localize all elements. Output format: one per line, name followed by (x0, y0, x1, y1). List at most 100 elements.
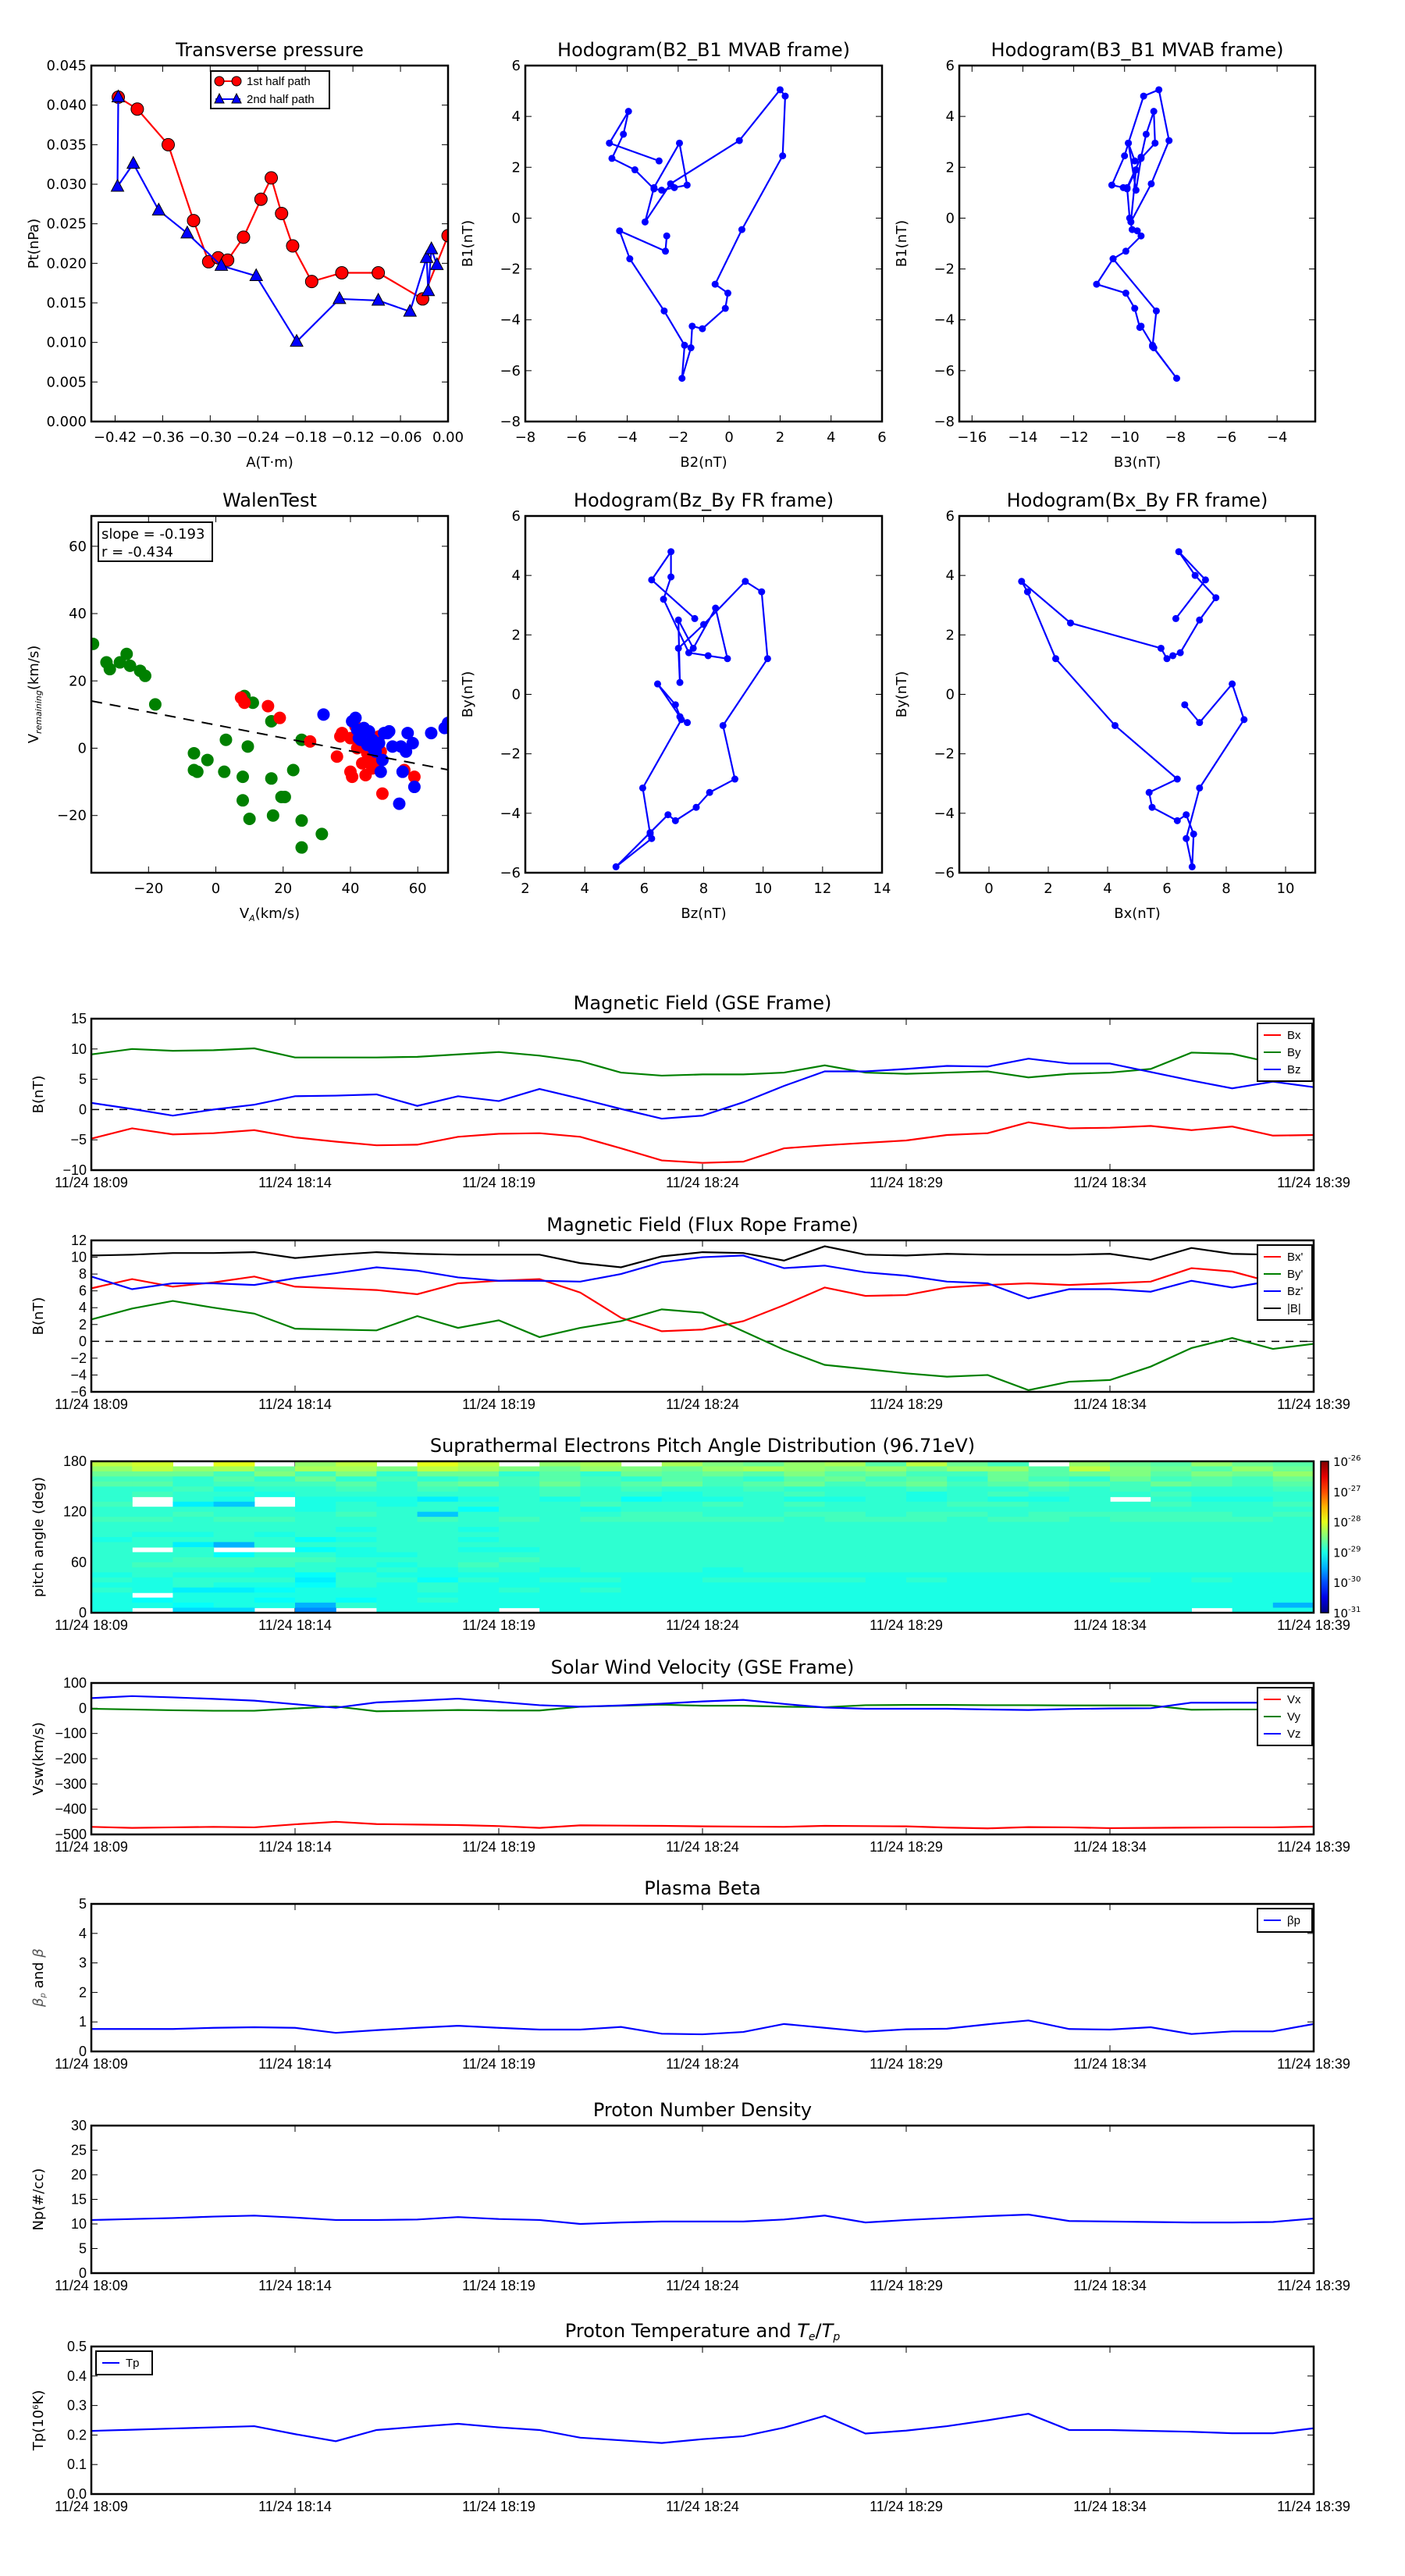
y-tick-label: 0 (79, 2265, 87, 2281)
heatmap-cell (254, 1557, 296, 1563)
heatmap-cell (947, 1587, 988, 1593)
heatmap-cell (784, 1567, 826, 1573)
heatmap-cell (254, 1532, 296, 1538)
legend-marker (214, 76, 225, 87)
heatmap-cell (91, 1507, 133, 1513)
heatmap-cell (580, 1491, 622, 1497)
heatmap-cell (1272, 1496, 1314, 1503)
heatmap-cell (1028, 1567, 1070, 1573)
data-point (616, 227, 624, 235)
heatmap-cell (173, 1491, 215, 1497)
heatmap-cell (457, 1562, 500, 1568)
heatmap-cell (865, 1471, 907, 1477)
scatter-point-blue (396, 765, 409, 778)
heatmap-cell (376, 1521, 418, 1528)
y-tick-label: 2 (512, 159, 521, 176)
y-tick-label: 4 (79, 1300, 87, 1315)
axes-b_gse: Magnetic Field (GSE Frame) −10 −5 0 5 10 15 11/… (30, 992, 1350, 1190)
heatmap-cell (947, 1607, 988, 1614)
heatmap-cell (1191, 1527, 1233, 1533)
heatmap-cell (132, 1532, 173, 1538)
x-tick-label: 11/24 18:29 (870, 2499, 943, 2514)
heatmap-cell (865, 1491, 907, 1497)
scatter-point-red (346, 770, 359, 784)
heatmap-cell (824, 1511, 866, 1517)
heatmap-cell (621, 1542, 663, 1548)
heatmap-cell (580, 1466, 622, 1472)
series-group (91, 2019, 1314, 2036)
x-tick-label: −4 (617, 429, 638, 446)
x-tick-label: −2 (668, 429, 689, 446)
heatmap-cell (499, 1466, 540, 1472)
heatmap-cell (947, 1582, 988, 1589)
heatmap-cell (1110, 1481, 1151, 1487)
series-group (91, 2413, 1314, 2444)
y-tick-label: 10 (71, 1041, 87, 1057)
data-point (1175, 548, 1183, 556)
heatmap-cell (784, 1507, 826, 1513)
data-point (667, 548, 675, 556)
heatmap-cell (743, 1486, 784, 1493)
heatmap-cell (784, 1607, 826, 1614)
heatmap-cell (295, 1562, 336, 1568)
x-axis-label: Bx(nT) (1114, 906, 1160, 922)
series-line-Vx (91, 1820, 1314, 1830)
data-point (758, 588, 766, 596)
heatmap-cell (1272, 1552, 1314, 1558)
heatmap-cell (1028, 1587, 1070, 1593)
x-tick-label: −0.42 (94, 429, 137, 446)
heatmap-cell (743, 1461, 784, 1468)
heatmap-cell (1028, 1572, 1070, 1578)
y-tick-label: −300 (55, 1776, 87, 1791)
y-tick-label: −6 (70, 1384, 87, 1400)
chart-title: Plasma Beta (644, 1877, 760, 1899)
data-point (676, 678, 684, 686)
heatmap-cell (1191, 1471, 1233, 1477)
heatmap-cell (987, 1582, 1030, 1589)
scatter-point-blue (374, 765, 387, 778)
heatmap-cell (987, 1587, 1030, 1593)
x-tick-label: 40 (342, 881, 360, 897)
heatmap-cell (1069, 1491, 1111, 1497)
scatter-point-blue (349, 711, 362, 724)
heatmap-cell (295, 1592, 336, 1599)
heatmap-cell (1110, 1527, 1151, 1533)
y-tick-label: 6 (79, 1283, 87, 1299)
legend-label: Vz (1287, 1727, 1301, 1741)
data-point (1176, 649, 1184, 656)
data-point (1121, 152, 1129, 160)
heatmap-cell (702, 1537, 744, 1543)
heatmap-cell (784, 1532, 826, 1538)
heatmap-cell (1110, 1517, 1151, 1523)
heatmap-cell (336, 1476, 377, 1482)
y-axis-label: B1(nT) (460, 220, 476, 267)
heatmap-cell (824, 1496, 866, 1503)
heatmap-cell (865, 1481, 907, 1487)
heatmap-cell (743, 1607, 784, 1614)
scatter-point-green (266, 809, 279, 822)
heatmap-cell (376, 1486, 418, 1493)
x-tick-label: 11/24 18:19 (462, 1175, 535, 1190)
heatmap-cell (1069, 1517, 1111, 1523)
heatmap-cell (661, 1491, 703, 1497)
series-line-Bz (91, 1058, 1314, 1120)
scatter-point-green (187, 746, 201, 760)
heatmap-cell (254, 1466, 296, 1472)
x-tick-label: −20 (133, 881, 163, 897)
heatmap-cell (987, 1542, 1030, 1548)
x-tick-label: 6 (877, 429, 886, 446)
heatmap-cell (213, 1562, 255, 1568)
heatmap-cell (702, 1572, 744, 1578)
heatmap-cell (661, 1481, 703, 1487)
series-group (110, 89, 448, 347)
heatmap-cell (213, 1501, 255, 1507)
data-point (187, 214, 201, 228)
legend-label: Vy (1287, 1710, 1300, 1724)
heatmap-cell (376, 1567, 418, 1573)
heatmap-cell (1028, 1582, 1070, 1589)
heatmap-cell (254, 1471, 296, 1477)
heatmap-cell (254, 1577, 296, 1583)
heatmap-cell (824, 1567, 866, 1573)
heatmap-cell (1232, 1511, 1274, 1517)
heatmap-cell (621, 1567, 663, 1573)
